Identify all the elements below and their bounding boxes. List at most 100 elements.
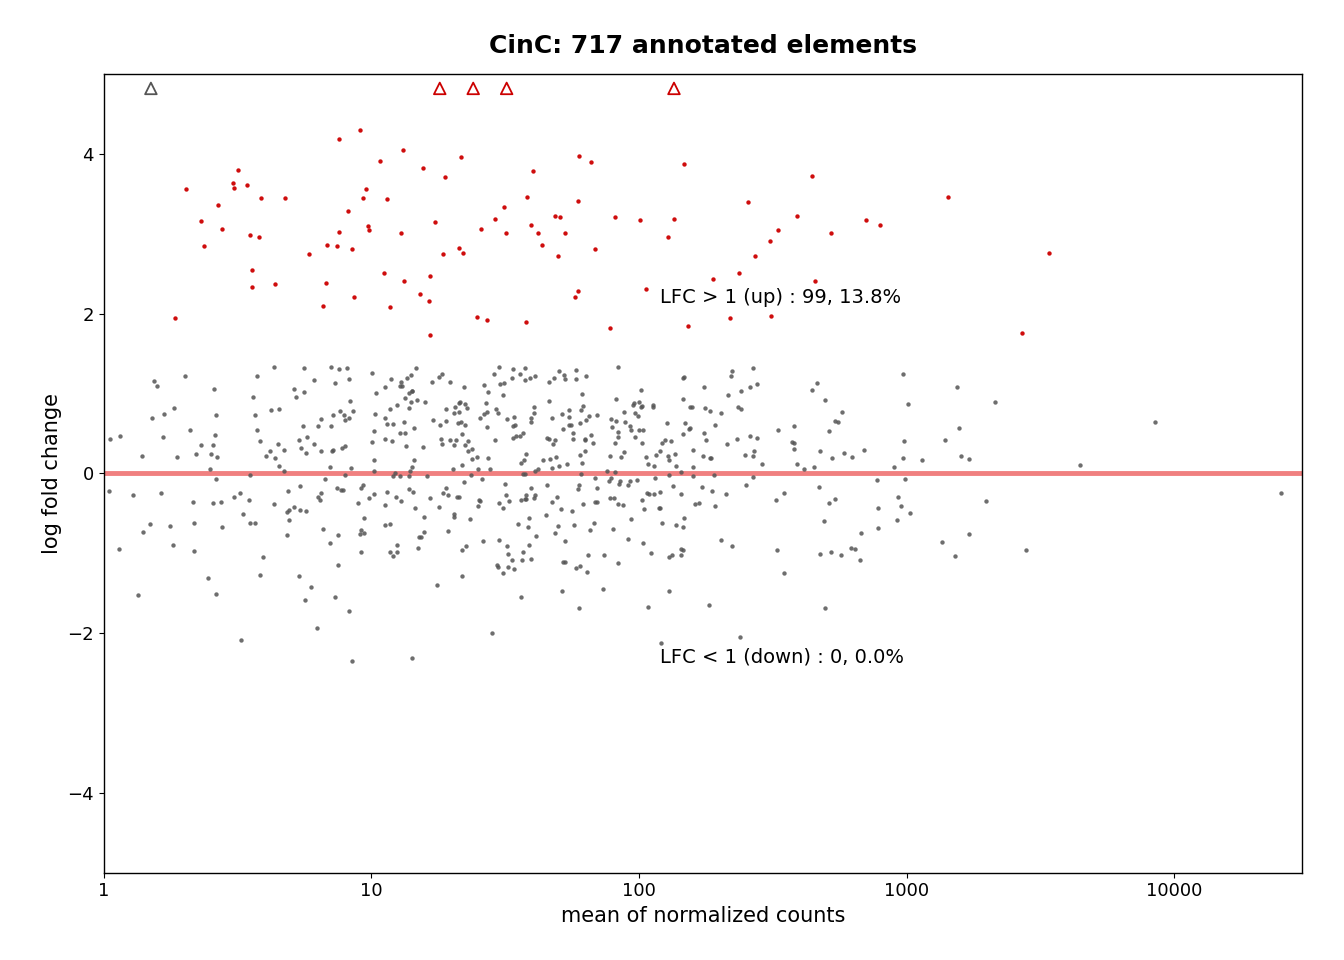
- Point: [433, 485, 454, 500]
- Point: [821, 450, 843, 466]
- Point: [386, 538, 407, 553]
- Point: [274, 464, 296, 479]
- Point: [374, 265, 395, 280]
- Point: [570, 559, 591, 574]
- Point: [828, 415, 849, 430]
- Point: [379, 544, 401, 560]
- Point: [328, 132, 349, 147]
- Point: [911, 453, 933, 468]
- Point: [818, 423, 840, 439]
- Point: [454, 379, 476, 395]
- Point: [328, 361, 349, 376]
- Point: [652, 435, 673, 450]
- Point: [176, 181, 198, 197]
- Point: [784, 435, 805, 450]
- Point: [720, 369, 742, 384]
- Point: [524, 399, 546, 415]
- Point: [152, 429, 173, 444]
- Point: [191, 437, 212, 452]
- Point: [659, 583, 680, 598]
- Point: [644, 458, 665, 473]
- Point: [429, 369, 450, 384]
- Point: [566, 372, 587, 387]
- Point: [343, 290, 364, 305]
- Point: [840, 540, 862, 556]
- Point: [403, 452, 425, 468]
- Point: [629, 213, 650, 228]
- Point: [481, 625, 503, 640]
- Point: [504, 409, 526, 424]
- Point: [683, 442, 704, 457]
- Point: [164, 310, 185, 325]
- Point: [300, 580, 321, 595]
- Point: [200, 445, 222, 461]
- Point: [309, 492, 331, 508]
- Point: [437, 523, 458, 539]
- Point: [559, 402, 581, 418]
- Point: [559, 418, 581, 433]
- Point: [469, 410, 491, 425]
- Point: [267, 436, 289, 451]
- Point: [849, 552, 871, 567]
- Point: [1015, 542, 1036, 558]
- Point: [586, 481, 607, 496]
- Point: [719, 310, 741, 325]
- Point: [429, 81, 450, 96]
- Point: [513, 453, 535, 468]
- Text: LFC > 1 (up) : 99, 13.8%: LFC > 1 (up) : 99, 13.8%: [660, 288, 902, 307]
- Point: [683, 468, 704, 483]
- Point: [363, 463, 384, 478]
- Point: [515, 492, 536, 507]
- Y-axis label: log fold change: log fold change: [42, 393, 62, 554]
- Point: [575, 444, 597, 459]
- Point: [183, 543, 204, 559]
- Point: [765, 492, 786, 508]
- Point: [773, 565, 794, 581]
- Point: [742, 468, 763, 484]
- Point: [269, 458, 290, 473]
- Point: [664, 211, 685, 227]
- Point: [276, 504, 297, 519]
- Point: [699, 597, 720, 612]
- Point: [581, 155, 602, 170]
- Point: [747, 430, 769, 445]
- Point: [323, 443, 344, 458]
- Point: [203, 437, 224, 452]
- Point: [958, 526, 980, 541]
- Point: [320, 419, 341, 434]
- Point: [144, 373, 165, 389]
- Point: [665, 517, 687, 533]
- Point: [513, 360, 535, 375]
- Point: [241, 263, 262, 278]
- Point: [786, 456, 808, 471]
- Point: [310, 444, 332, 459]
- Point: [539, 451, 560, 467]
- Point: [259, 444, 281, 459]
- Point: [207, 449, 228, 465]
- Point: [524, 488, 546, 503]
- Point: [288, 568, 309, 584]
- Point: [274, 190, 296, 205]
- Point: [632, 492, 653, 508]
- Point: [867, 520, 888, 536]
- Point: [759, 233, 781, 249]
- Point: [665, 458, 687, 473]
- Point: [109, 541, 130, 557]
- Point: [362, 366, 383, 381]
- Point: [487, 558, 508, 573]
- Point: [694, 379, 715, 395]
- Point: [67, 406, 89, 421]
- Point: [419, 269, 441, 284]
- Point: [376, 484, 398, 499]
- Point: [672, 391, 694, 406]
- Point: [450, 150, 472, 165]
- Point: [277, 528, 298, 543]
- Point: [202, 495, 223, 511]
- Point: [571, 456, 593, 471]
- Point: [411, 160, 433, 176]
- Point: [175, 369, 196, 384]
- Point: [722, 539, 743, 554]
- Point: [460, 467, 481, 482]
- Point: [85, 448, 106, 464]
- Point: [430, 418, 452, 433]
